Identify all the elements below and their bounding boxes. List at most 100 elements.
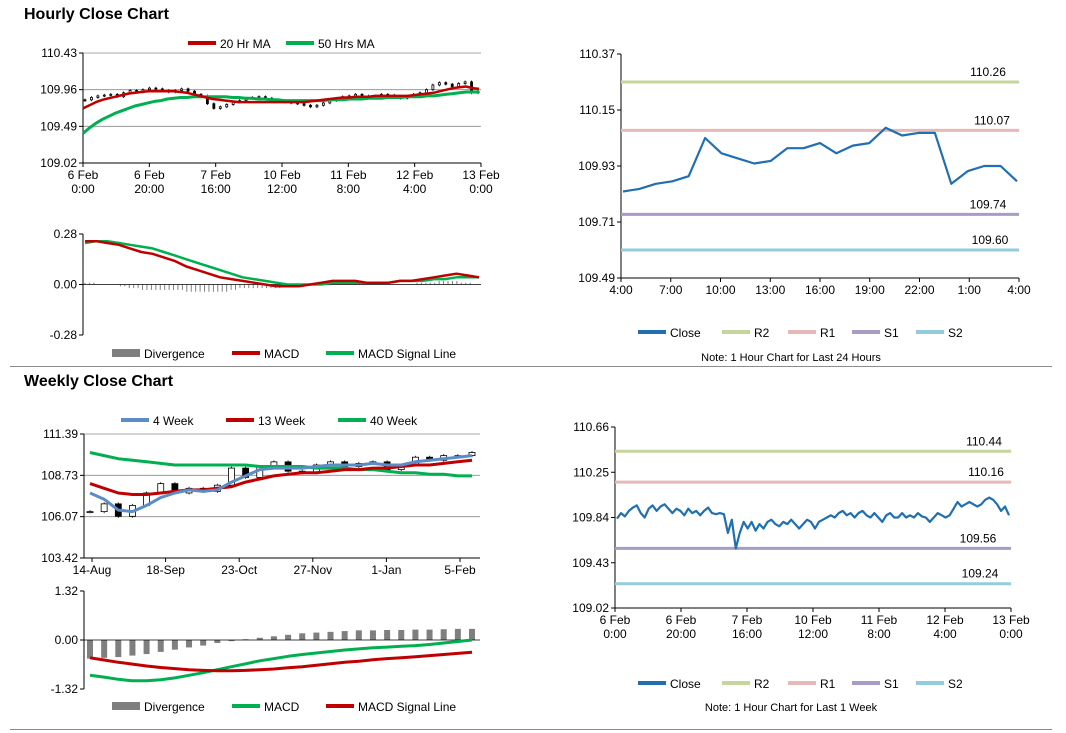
y-tick-label: 0.28: [54, 227, 78, 241]
price-candle: [148, 87, 151, 91]
x-tick-label: 22:00: [904, 283, 934, 297]
price-candle: [321, 102, 325, 106]
price-candle: [444, 82, 448, 85]
x-tick-label: 13:00: [755, 283, 785, 297]
x-tick-label: 18-Sep: [146, 563, 185, 577]
x-tick-label: 10 Feb: [263, 168, 301, 182]
y-tick-label: 103.42: [41, 551, 78, 565]
y-tick-label: 111.39: [43, 427, 78, 441]
x-tick-label: 16:00: [201, 182, 231, 196]
divergence-bar: [270, 636, 277, 640]
divergence-bar: [398, 629, 405, 640]
x-tick-label: 16:00: [805, 283, 835, 297]
legend-label: R2: [754, 677, 770, 691]
legend-label: 4 Week: [153, 414, 194, 428]
divergence-bar: [186, 640, 193, 648]
divergence-bar: [369, 630, 376, 640]
x-tick-label: 4:00: [403, 182, 427, 196]
x-tick-label: 7 Feb: [732, 613, 763, 627]
legend-label: Close: [670, 677, 701, 691]
chart-note: Note: 1 Hour Chart for Last 24 Hours: [701, 352, 881, 364]
x-tick-label: 4:00: [933, 627, 957, 641]
price-candle: [463, 81, 467, 84]
divergence-bar: [313, 632, 320, 640]
x-tick-label: 0:00: [469, 182, 493, 196]
price-candle: [186, 88, 190, 92]
legend-label: MACD Signal Line: [358, 700, 456, 714]
x-tick-label: 11 Feb: [861, 613, 898, 627]
legend-label: MACD Signal Line: [358, 347, 456, 361]
ma50-line: [82, 90, 479, 135]
legend-label: R1: [820, 677, 836, 691]
x-tick-label: 10:00: [705, 283, 735, 297]
x-tick-label: 7:00: [659, 283, 683, 297]
divergence-bar: [285, 634, 292, 640]
divergence-bar: [384, 629, 391, 640]
close-line: [616, 496, 1011, 550]
price-candle: [212, 103, 216, 109]
legend-label: Divergence: [144, 700, 205, 714]
x-tick-label: 6 Feb: [666, 613, 697, 627]
x-tick-label: 5-Feb: [444, 563, 476, 577]
x-tick-label: 16:00: [732, 627, 762, 641]
y-tick-label: -0.28: [50, 328, 78, 342]
divergence-bar: [299, 633, 306, 640]
x-tick-label: 0:00: [71, 182, 95, 196]
hourly-close-chart-title: Hourly Close Chart: [24, 6, 169, 23]
x-tick-label: 12 Feb: [926, 613, 964, 627]
divergence-bar: [143, 640, 150, 655]
legend-swatch: [112, 349, 140, 357]
y-tick-label: 0.00: [54, 278, 78, 292]
divergence-bar: [157, 640, 164, 652]
chart-note: Note: 1 Hour Chart for Last 1 Week: [705, 702, 878, 714]
divergence-bar: [426, 629, 433, 640]
x-tick-label: 0:00: [999, 627, 1023, 641]
weekly-close-chart-title: Weekly Close Chart: [24, 373, 174, 390]
y-tick-label: 110.25: [573, 465, 609, 479]
price-candle: [437, 82, 441, 86]
price-candle: [83, 99, 87, 102]
weekly-candle: [100, 503, 108, 513]
y-tick-label: 109.71: [578, 215, 615, 229]
divergence-bar: [327, 631, 334, 640]
ma20-line: [82, 85, 480, 110]
price-candle: [431, 84, 435, 91]
x-tick-label: 1:00: [958, 283, 982, 297]
price-candle: [102, 94, 106, 97]
x-tick-label: 12 Feb: [396, 168, 434, 182]
w13-line: [89, 458, 473, 496]
y-tick-label: 109.96: [40, 83, 77, 97]
divergence-bar: [115, 640, 122, 658]
x-tick-label: 4:00: [609, 283, 633, 297]
divergence-bar: [129, 640, 136, 656]
divergence-bar: [87, 640, 93, 659]
divergence-bar: [214, 640, 221, 643]
level-label-s2: 109.60: [972, 233, 1009, 247]
price-candle: [109, 93, 113, 96]
divergence-bar: [228, 640, 235, 642]
legend-label: S2: [948, 326, 963, 340]
x-tick-label: 12:00: [267, 182, 297, 196]
price-candle: [154, 87, 158, 90]
legend-label: MACD: [264, 700, 300, 714]
bottom-divider: [10, 729, 1052, 730]
price-candle: [315, 104, 319, 108]
price-candle: [96, 95, 100, 98]
legend-label: Close: [670, 326, 701, 340]
legend-label: 13 Week: [258, 414, 306, 428]
price-candle: [302, 103, 306, 106]
macd-line: [85, 239, 480, 288]
divergence-bar: [469, 628, 475, 640]
y-tick-label: 110.43: [41, 46, 77, 60]
x-tick-label: 10 Feb: [794, 613, 832, 627]
y-tick-label: 1.32: [55, 584, 79, 598]
divergence-bar: [341, 631, 348, 640]
divergence-bar: [454, 628, 461, 640]
level-label-s1: 109.56: [960, 531, 997, 545]
x-tick-label: 6 Feb: [134, 168, 165, 182]
macd-line: [89, 638, 473, 683]
legend-label: 50 Hrs MA: [318, 37, 375, 51]
level-label-r1: 110.07: [974, 113, 1010, 127]
close-line: [622, 126, 1018, 193]
